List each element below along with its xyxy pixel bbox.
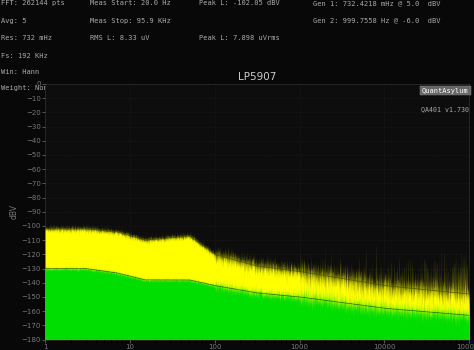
- Text: Gen 1: 732.4218 mHz @ 5.0  dBV: Gen 1: 732.4218 mHz @ 5.0 dBV: [313, 0, 440, 6]
- Text: Weight: None: Weight: None: [1, 85, 52, 91]
- Text: Meas Stop: 95.9 KHz: Meas Stop: 95.9 KHz: [90, 18, 171, 23]
- Text: Meas Start: 20.0 Hz: Meas Start: 20.0 Hz: [90, 0, 171, 6]
- Text: Peak L: -102.05 dBV: Peak L: -102.05 dBV: [199, 0, 280, 6]
- Text: Avg: 5: Avg: 5: [1, 18, 27, 23]
- Text: Gen 2: 999.7558 Hz @ -6.0  dBV: Gen 2: 999.7558 Hz @ -6.0 dBV: [313, 18, 440, 23]
- Text: RMS L: 8.33 uV: RMS L: 8.33 uV: [90, 35, 150, 41]
- Text: QA401 v1.730: QA401 v1.730: [421, 106, 469, 112]
- Text: Win: Hann: Win: Hann: [1, 69, 39, 75]
- Text: Res: 732 mHz: Res: 732 mHz: [1, 35, 52, 41]
- Text: QuantAsylum: QuantAsylum: [422, 88, 469, 94]
- Text: Peak L: 7.898 uVrms: Peak L: 7.898 uVrms: [199, 35, 280, 41]
- Text: FFT: 262144 pts: FFT: 262144 pts: [1, 0, 64, 6]
- Text: Fs: 192 KHz: Fs: 192 KHz: [1, 52, 48, 58]
- Title: LP5907: LP5907: [238, 72, 276, 82]
- Y-axis label: dBV: dBV: [9, 204, 18, 219]
